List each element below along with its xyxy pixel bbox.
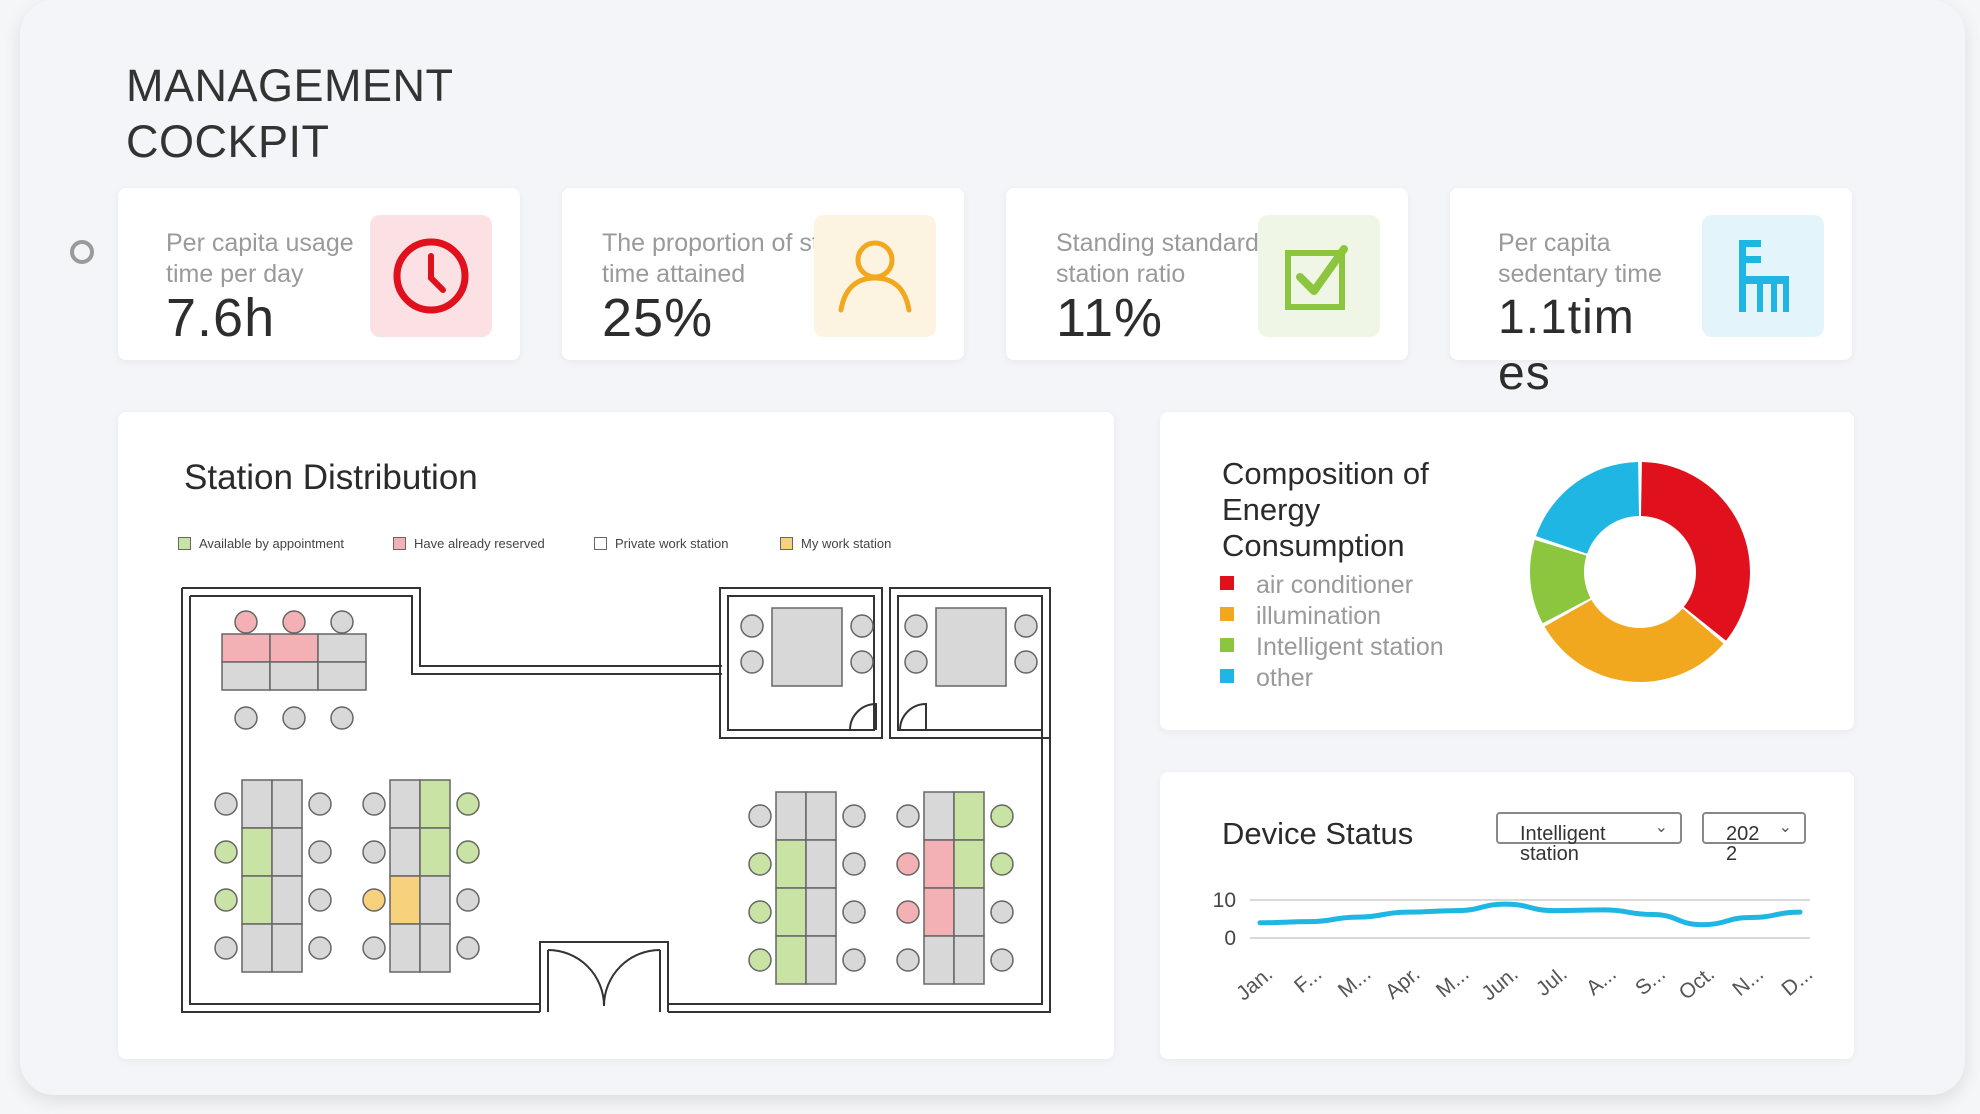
kpi-card-standing-proportion: The proportion of standing time attained… xyxy=(562,188,964,360)
x-tick-label: A... xyxy=(1582,962,1621,1000)
donut-slice-other[interactable] xyxy=(1535,462,1640,554)
x-tick-label: S... xyxy=(1631,962,1670,1000)
x-tick-label: N... xyxy=(1728,962,1768,1001)
legend-dot-illumination xyxy=(1220,606,1234,621)
x-tick-label: D... xyxy=(1777,962,1817,1001)
energy-panel: Composition of Energy Consumption air co… xyxy=(1160,412,1854,730)
kpi-card-usage-time: Per capita usage time per day 7.6h xyxy=(118,188,520,360)
kpi-label: Standing standard station ratio xyxy=(1056,229,1259,288)
legend-dot-air xyxy=(1220,575,1234,590)
energy-donut-chart xyxy=(1530,462,1750,682)
x-tick-label: Jul. xyxy=(1532,962,1572,1001)
checkbox-icon xyxy=(1258,215,1380,337)
y-tick-label: 10 xyxy=(1213,889,1236,912)
x-tick-label: Apr. xyxy=(1381,962,1424,1004)
x-tick-label: Jan. xyxy=(1232,962,1277,1005)
y-tick-label: 0 xyxy=(1224,927,1236,950)
x-tick-label: M... xyxy=(1432,962,1474,1002)
legend-swatch-mine xyxy=(780,537,793,550)
station-title: Station Distribution xyxy=(184,458,478,497)
x-tick-label: Oct. xyxy=(1675,962,1719,1004)
device-type-select[interactable]: Intelligent station ⌄ xyxy=(1496,812,1682,864)
legend-swatch-reserved xyxy=(393,537,406,550)
legend-swatch-private xyxy=(594,537,607,550)
floor-plan xyxy=(181,587,1051,1013)
kpi-label: Per capita sedentary time xyxy=(1498,229,1662,288)
legend-label: Private work station xyxy=(615,536,729,551)
legend-label: Available by appointment xyxy=(199,536,345,551)
legend-dot-station xyxy=(1220,637,1234,652)
person-icon xyxy=(814,215,936,337)
kpi-value: 25% xyxy=(602,288,714,348)
device-title: Device Status xyxy=(1222,816,1414,851)
year-select[interactable]: 2022 ⌄ xyxy=(1702,812,1806,864)
page-title: MANAGEMENT COCKPIT xyxy=(126,60,454,167)
x-tick-label: F... xyxy=(1290,962,1326,998)
device-type-value: Intelligent station xyxy=(1520,823,1606,865)
legend-label: other xyxy=(1256,664,1313,692)
series-line xyxy=(1257,901,1803,928)
legend-label: illumination xyxy=(1256,602,1382,630)
legend-label: My work station xyxy=(801,536,892,551)
x-tick-label: Jun. xyxy=(1477,962,1522,1005)
chevron-down-icon: ⌄ xyxy=(1778,819,1792,836)
year-value: 2022 xyxy=(1726,823,1760,865)
kpi-value: 11% xyxy=(1056,288,1164,348)
legend-swatch-available xyxy=(178,537,191,550)
legend-label: air conditioner xyxy=(1256,571,1414,599)
legend-label: Intelligent station xyxy=(1256,633,1444,661)
kpi-card-standing-ratio: Standing standard station ratio 11% xyxy=(1006,188,1408,360)
x-tick-label: M... xyxy=(1334,962,1376,1002)
legend-dot-other xyxy=(1220,668,1234,683)
energy-title: Composition of Energy Consumption xyxy=(1222,456,1429,563)
energy-legend: air conditioner illumination Intelligent… xyxy=(1220,570,1444,694)
device-status-panel: Device Status Intelligent station ⌄ 2022… xyxy=(1160,772,1854,1059)
radio-indicator[interactable] xyxy=(70,240,94,264)
donut-slice-air-conditioner[interactable] xyxy=(1640,462,1750,641)
chevron-down-icon: ⌄ xyxy=(1654,819,1668,836)
clock-icon xyxy=(370,215,492,337)
chair-icon xyxy=(1702,215,1824,337)
donut-slice-intelligent-station[interactable] xyxy=(1530,539,1591,624)
legend-label: Have already reserved xyxy=(414,536,545,551)
donut-slice-illumination[interactable] xyxy=(1544,599,1724,682)
kpi-value: 7.6h xyxy=(166,288,276,348)
kpi-card-sedentary-time: Per capita sedentary time 1.1times xyxy=(1450,188,1852,400)
kpi-value: 1.1times xyxy=(1498,291,1635,400)
kpi-label: Per capita usage time per day xyxy=(166,229,354,288)
